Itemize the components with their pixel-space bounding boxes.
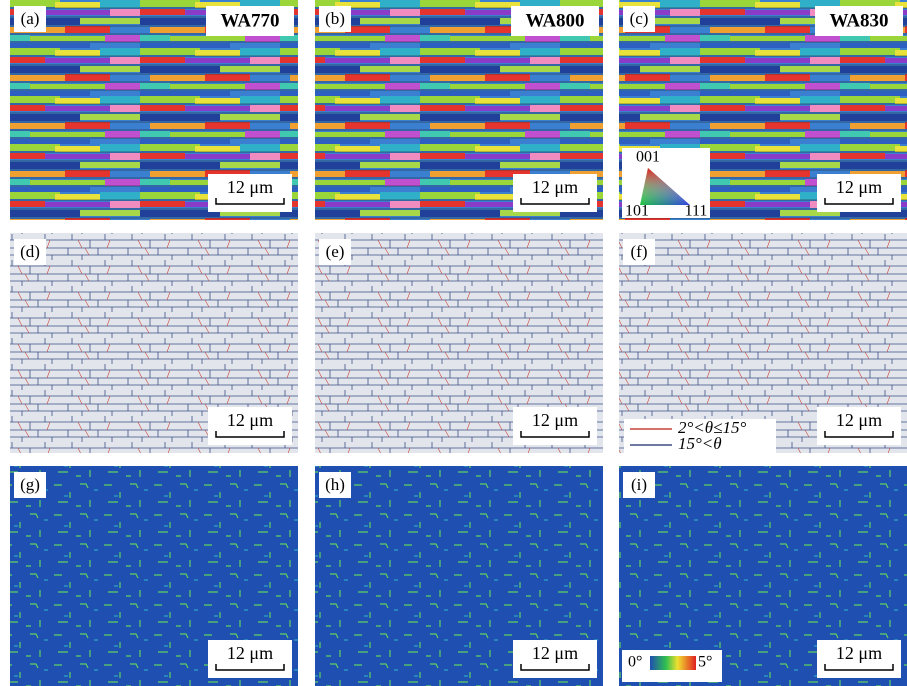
kam-colorbar bbox=[650, 656, 696, 670]
panel-title: WA830 bbox=[829, 10, 888, 31]
panel-label: (b) bbox=[325, 9, 345, 28]
ipf-label: 101 bbox=[625, 203, 649, 220]
panel-label: (i) bbox=[631, 475, 647, 494]
figure: (a) WA770 12 μm (b) WA800 12 μm (c) WA830 12 μm (… bbox=[0, 0, 907, 686]
panel-label: (c) bbox=[630, 9, 649, 28]
panel-title: WA770 bbox=[220, 10, 279, 31]
panel-label: (g) bbox=[20, 475, 40, 494]
scale-label: 12 μm bbox=[836, 643, 882, 663]
scale-label: 12 μm bbox=[532, 410, 578, 430]
panel-title: WA800 bbox=[525, 10, 584, 31]
panel-label: (e) bbox=[326, 242, 345, 261]
panel-label: (a) bbox=[21, 9, 40, 28]
scale-label: 12 μm bbox=[227, 643, 273, 663]
panel-label: (h) bbox=[325, 475, 345, 494]
legend-label: 15°<θ bbox=[678, 434, 722, 453]
scale-label: 12 μm bbox=[227, 177, 273, 197]
panel-label: (d) bbox=[20, 242, 40, 261]
scale-label: 12 μm bbox=[532, 643, 578, 663]
ipf-label: 001 bbox=[636, 149, 660, 166]
ipf-label: 111 bbox=[685, 203, 708, 220]
kam-label: 5° bbox=[698, 654, 712, 671]
scale-label: 12 μm bbox=[836, 410, 882, 430]
scale-label: 12 μm bbox=[227, 410, 273, 430]
scale-label: 12 μm bbox=[836, 177, 882, 197]
kam-label: 0° bbox=[628, 654, 642, 671]
panel-label: (f) bbox=[631, 242, 648, 261]
scale-label: 12 μm bbox=[532, 177, 578, 197]
